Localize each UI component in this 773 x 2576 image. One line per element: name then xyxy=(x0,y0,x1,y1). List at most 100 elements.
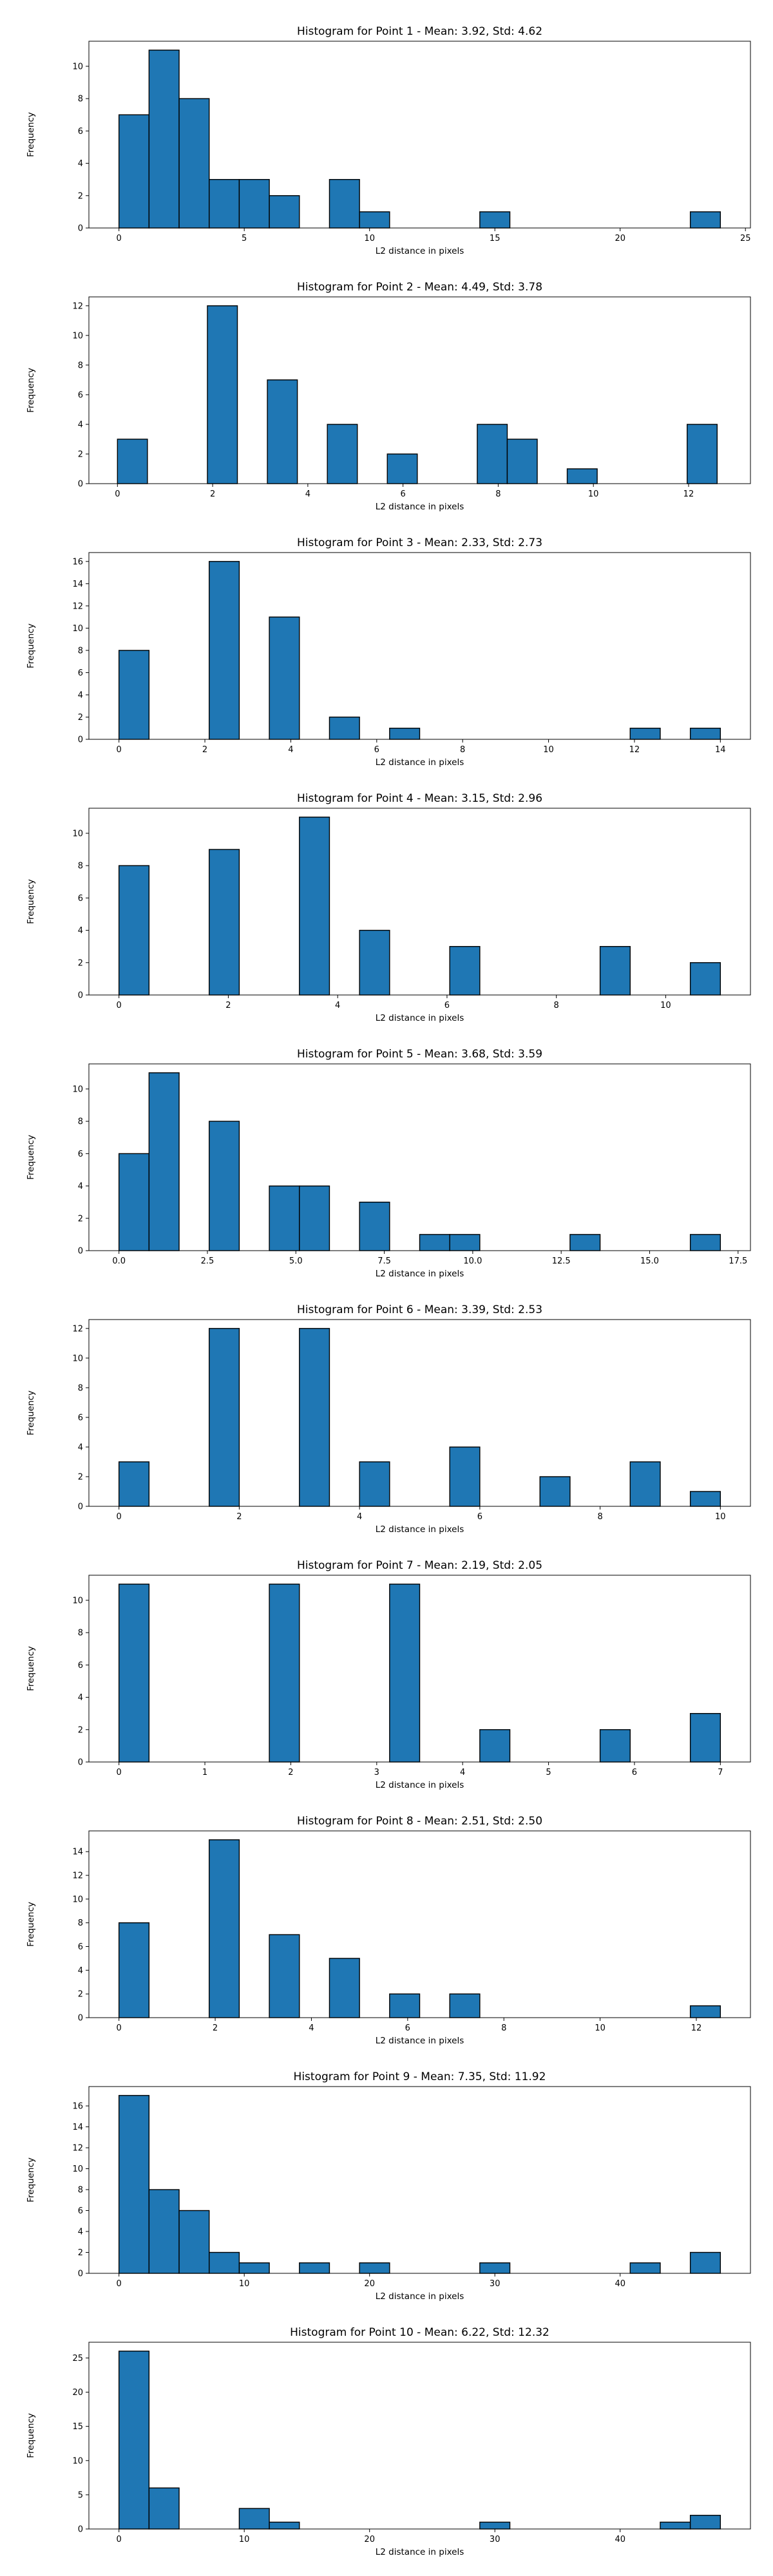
bar xyxy=(269,2521,300,2530)
x-tick-label: 10 xyxy=(715,1512,726,1522)
y-axis-label: Frequency xyxy=(26,2413,36,2458)
bar xyxy=(687,424,718,484)
bar xyxy=(327,424,358,484)
y-tick-label: 0 xyxy=(78,224,83,234)
x-tick-label: 0 xyxy=(117,2535,122,2544)
y-tick-label: 4 xyxy=(78,1966,83,1976)
bar xyxy=(389,728,421,740)
x-tick-label: 5 xyxy=(242,234,247,243)
y-tick-label: 12 xyxy=(72,1871,83,1881)
axes-frame xyxy=(88,552,751,740)
x-tick-label: 7.5 xyxy=(377,1256,391,1266)
bar xyxy=(118,1153,150,1251)
y-tick-label: 8 xyxy=(78,1629,83,1638)
y-axis-label: Frequency xyxy=(26,368,36,413)
chart-title: Histogram for Point 5 - Mean: 3.68, Std:… xyxy=(297,1048,542,1061)
x-tick-label: 15 xyxy=(490,234,501,243)
y-tick-label: 8 xyxy=(78,862,83,871)
x-tick-label: 2 xyxy=(213,2023,218,2033)
y-tick-label: 10 xyxy=(72,2456,83,2466)
bar xyxy=(419,1234,450,1251)
bar xyxy=(569,1234,601,1251)
bar xyxy=(449,1993,481,2018)
axes-frame xyxy=(88,41,751,229)
y-tick-label: 6 xyxy=(78,1413,83,1423)
x-tick-label: 1 xyxy=(202,1768,207,1777)
bar xyxy=(269,1934,300,2018)
bar xyxy=(449,1234,481,1251)
y-tick-label: 12 xyxy=(72,2144,83,2154)
x-tick-label: 12 xyxy=(683,489,694,499)
bar xyxy=(209,1839,240,2018)
y-tick-label: 4 xyxy=(78,2228,83,2237)
bar xyxy=(359,929,390,996)
x-tick-label: 4 xyxy=(357,1512,362,1522)
y-tick-label: 2 xyxy=(78,450,83,459)
bar xyxy=(629,2262,661,2274)
x-tick-label: 4 xyxy=(309,2023,314,2033)
x-tick-label: 7 xyxy=(718,1768,723,1777)
bar xyxy=(689,2251,721,2274)
bar xyxy=(299,817,330,996)
x-tick-label: 30 xyxy=(490,2279,501,2289)
x-tick-label: 5.0 xyxy=(289,1256,303,1266)
x-tick-label: 0 xyxy=(115,489,120,499)
x-tick-label: 8 xyxy=(495,489,501,499)
y-tick-label: 8 xyxy=(78,1117,83,1127)
y-tick-label: 8 xyxy=(78,95,83,104)
y-tick-label: 4 xyxy=(78,1443,83,1452)
bar xyxy=(629,728,661,740)
bar xyxy=(118,1461,150,1507)
axes-frame xyxy=(88,1830,751,2018)
chart-panel-7: 0 1 2 3 4 5 6 7 0 2 4 6 8 10 Histogram for Point 7 - M… xyxy=(26,1559,751,1790)
bar xyxy=(689,1491,721,1507)
x-tick-label: 17.5 xyxy=(729,1256,747,1266)
chart-panel-5: 0.0 2.5 5.0 7.5 10.0 12.5 15.0 17.5 0 2 4 6 8 10 Histo… xyxy=(26,1048,751,1279)
x-tick-label: 12 xyxy=(691,2023,702,2033)
chart-panel-10: 0 10 20 30 40 0 5 10 15 20 25 Histogram for Point 1… xyxy=(26,2326,751,2557)
x-tick-label: 0 xyxy=(117,1512,122,1522)
x-tick-label: 30 xyxy=(490,2535,501,2544)
x-axis-label: L2 distance in pixels xyxy=(376,2036,464,2046)
y-tick-label: 2 xyxy=(78,958,83,968)
y-axis-label: Frequency xyxy=(26,1902,36,1947)
x-tick-label: 10 xyxy=(595,2023,606,2033)
x-tick-label: 40 xyxy=(615,2535,625,2544)
y-tick-label: 4 xyxy=(78,1693,83,1703)
bar xyxy=(386,453,418,484)
bar xyxy=(329,716,360,740)
y-tick-label: 10 xyxy=(72,1084,83,1094)
y-tick-label: 12 xyxy=(72,301,83,311)
bar xyxy=(238,178,270,229)
y-tick-label: 0 xyxy=(78,2269,83,2279)
x-tick-label: 40 xyxy=(615,2279,625,2289)
bar xyxy=(566,468,598,484)
y-tick-label: 6 xyxy=(78,668,83,678)
x-axis-label: L2 distance in pixels xyxy=(376,1013,464,1023)
bar xyxy=(689,1234,721,1251)
bar xyxy=(506,439,538,484)
bar xyxy=(207,305,238,484)
chart-title: Histogram for Point 3 - Mean: 2.33, Std:… xyxy=(297,536,542,549)
bar xyxy=(329,1958,360,2018)
chart-panel-8: 0 2 4 6 8 10 12 0 2 4 6 8 10 12 14 Histogram for Point … xyxy=(26,1815,751,2046)
x-tick-label: 10 xyxy=(364,234,375,243)
bar xyxy=(479,1729,511,1763)
x-tick-label: 0 xyxy=(117,2279,122,2289)
x-tick-label: 10 xyxy=(239,2279,250,2289)
y-tick-label: 8 xyxy=(78,361,83,370)
bar xyxy=(539,1476,571,1507)
y-tick-label: 14 xyxy=(72,2123,83,2132)
bar xyxy=(599,1729,631,1763)
y-tick-label: 0 xyxy=(78,480,83,489)
x-tick-label: 0 xyxy=(117,1001,122,1010)
y-tick-label: 4 xyxy=(78,690,83,700)
y-tick-label: 6 xyxy=(78,2206,83,2216)
x-tick-label: 2 xyxy=(225,1001,231,1010)
axes-frame xyxy=(88,1575,751,1763)
x-tick-label: 6 xyxy=(374,745,379,755)
bar xyxy=(178,2210,210,2274)
bar xyxy=(299,1185,330,1251)
axes-frame xyxy=(88,1319,751,1507)
